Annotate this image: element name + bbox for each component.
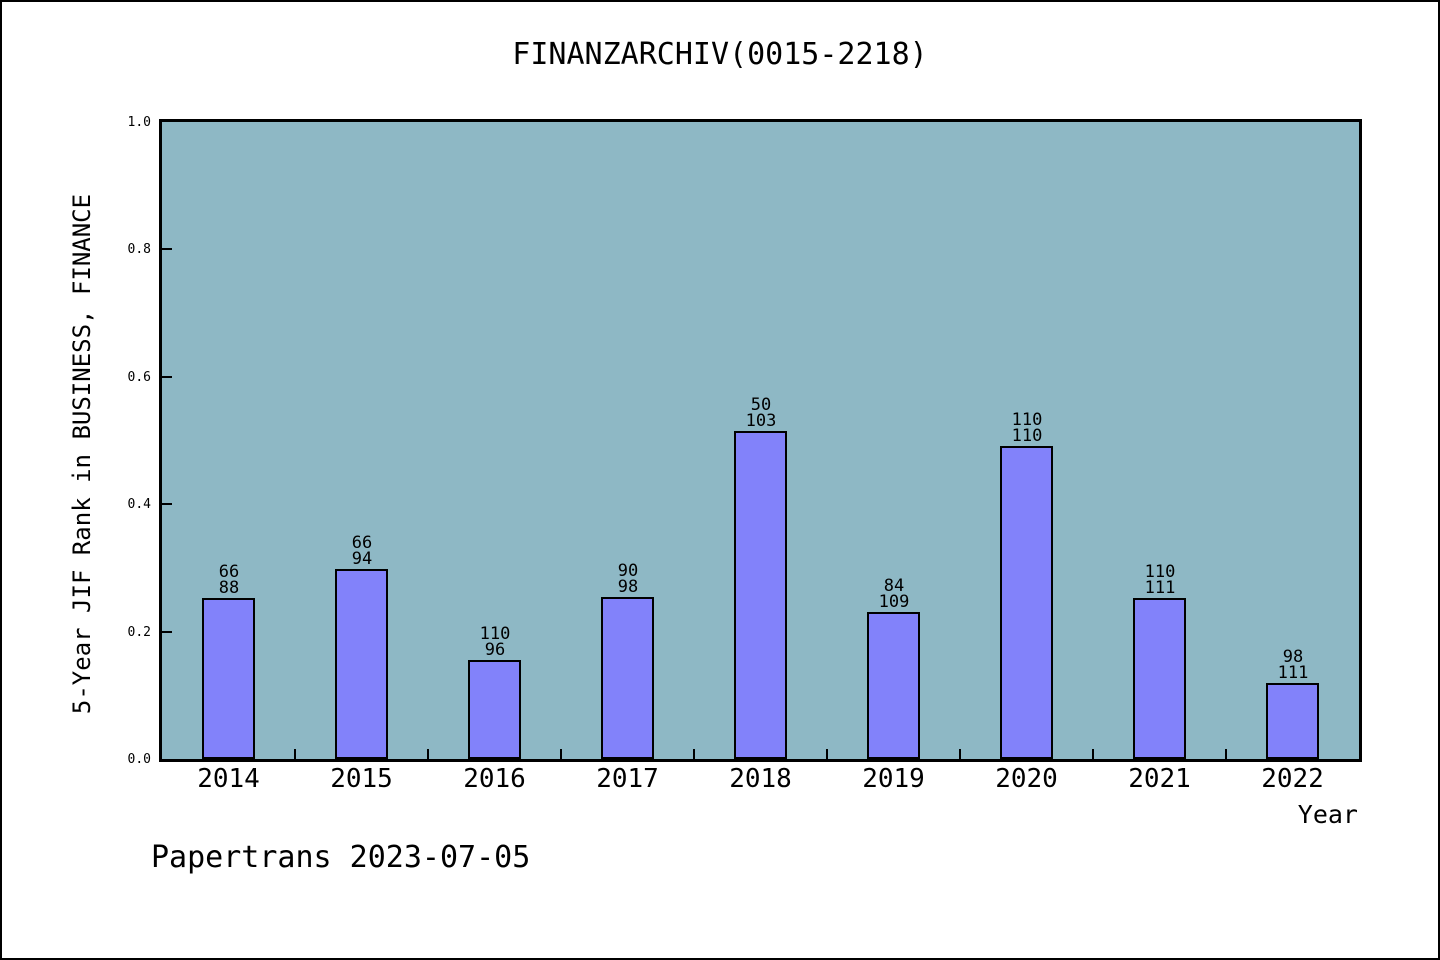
bar-value-line: 96: [484, 640, 506, 660]
bar-2019: [867, 612, 920, 759]
bar-value-line: 109: [878, 592, 910, 612]
bar-value-label: 66 94: [302, 533, 422, 569]
y-tick-label: 0.4: [127, 497, 151, 513]
bar-value-line: 98: [617, 577, 639, 597]
x-tick-label-2017: 2017: [596, 764, 659, 794]
bar-value-line: 110: [1011, 426, 1043, 446]
y-tick-label: 0.0: [127, 752, 151, 767]
x-tick-label-2015: 2015: [330, 764, 393, 794]
y-tick-mark: [162, 630, 172, 633]
bar-value-line: 110: [1011, 410, 1043, 430]
bar-value-line: 110: [1144, 562, 1176, 582]
y-tick-mark: [162, 503, 172, 506]
x-tick-mark: [1092, 749, 1094, 759]
bar-value-line: 88: [218, 578, 240, 598]
y-tick-mark: [162, 375, 172, 378]
bar-value-line: 98: [1282, 647, 1304, 667]
bar-value-label: 84 109: [834, 576, 954, 612]
y-tick-label: 0.8: [127, 242, 151, 258]
bar-value-label: 110 111: [1100, 562, 1220, 598]
bar-value-label: 110 96: [435, 624, 555, 660]
bar-2018: [734, 431, 787, 759]
x-tick-mark: [560, 749, 562, 759]
bar-value-line: 111: [1144, 578, 1176, 598]
x-tick-mark: [693, 749, 695, 759]
bar-value-label: 66 88: [169, 562, 289, 598]
bar-value-line: 111: [1277, 663, 1309, 683]
bar-value-line: 84: [883, 576, 905, 596]
bar-2016: [468, 660, 521, 759]
y-axis-label: 5-Year JIF Rank in BUSINESS, FINANCE: [68, 193, 96, 715]
bar-value-line: 103: [745, 411, 777, 431]
x-tick-label-2016: 2016: [463, 764, 526, 794]
x-tick-mark: [826, 749, 828, 759]
bar-value-line: 66: [218, 562, 240, 582]
bar-value-label: 98 111: [1233, 647, 1353, 683]
plot-area: 66 88 66 94 110 96 90 98 50 103 84 109 110 110 110 111 9…: [159, 119, 1362, 762]
x-tick-label-2021: 2021: [1128, 764, 1191, 794]
x-tick-label-2019: 2019: [862, 764, 925, 794]
bar-2014: [202, 598, 255, 759]
x-tick-mark: [427, 749, 429, 759]
bar-value-line: 90: [617, 561, 639, 581]
bar-2015: [335, 569, 388, 759]
footer-watermark: Papertrans 2023-07-05: [151, 840, 531, 875]
x-tick-mark: [959, 749, 961, 759]
y-tick-label: 0.6: [127, 369, 151, 385]
bar-2021: [1133, 598, 1186, 759]
chart-title: FINANZARCHIV(0015-2218): [512, 37, 928, 72]
bar-2022: [1266, 683, 1319, 759]
bar-value-line: 50: [750, 395, 772, 415]
y-tick-label: 1.0: [127, 115, 151, 130]
bar-value-label: 50 103: [701, 395, 821, 431]
bar-value-line: 110: [479, 624, 511, 644]
bar-value-line: 94: [351, 549, 373, 569]
bar-2020: [1000, 446, 1053, 759]
x-tick-label-2020: 2020: [995, 764, 1058, 794]
x-tick-label-2018: 2018: [729, 764, 792, 794]
x-tick-label-2014: 2014: [197, 764, 260, 794]
bar-value-line: 66: [351, 533, 373, 553]
x-tick-mark: [1225, 749, 1227, 759]
bar-value-label: 110 110: [967, 410, 1087, 446]
y-tick-label: 0.2: [127, 624, 151, 640]
x-tick-mark: [294, 749, 296, 759]
bar-value-label: 90 98: [568, 561, 688, 597]
x-axis-label: Year: [1297, 800, 1358, 829]
x-tick-label-2022: 2022: [1261, 764, 1324, 794]
bar-2017: [601, 597, 654, 759]
y-tick-mark: [162, 248, 172, 251]
